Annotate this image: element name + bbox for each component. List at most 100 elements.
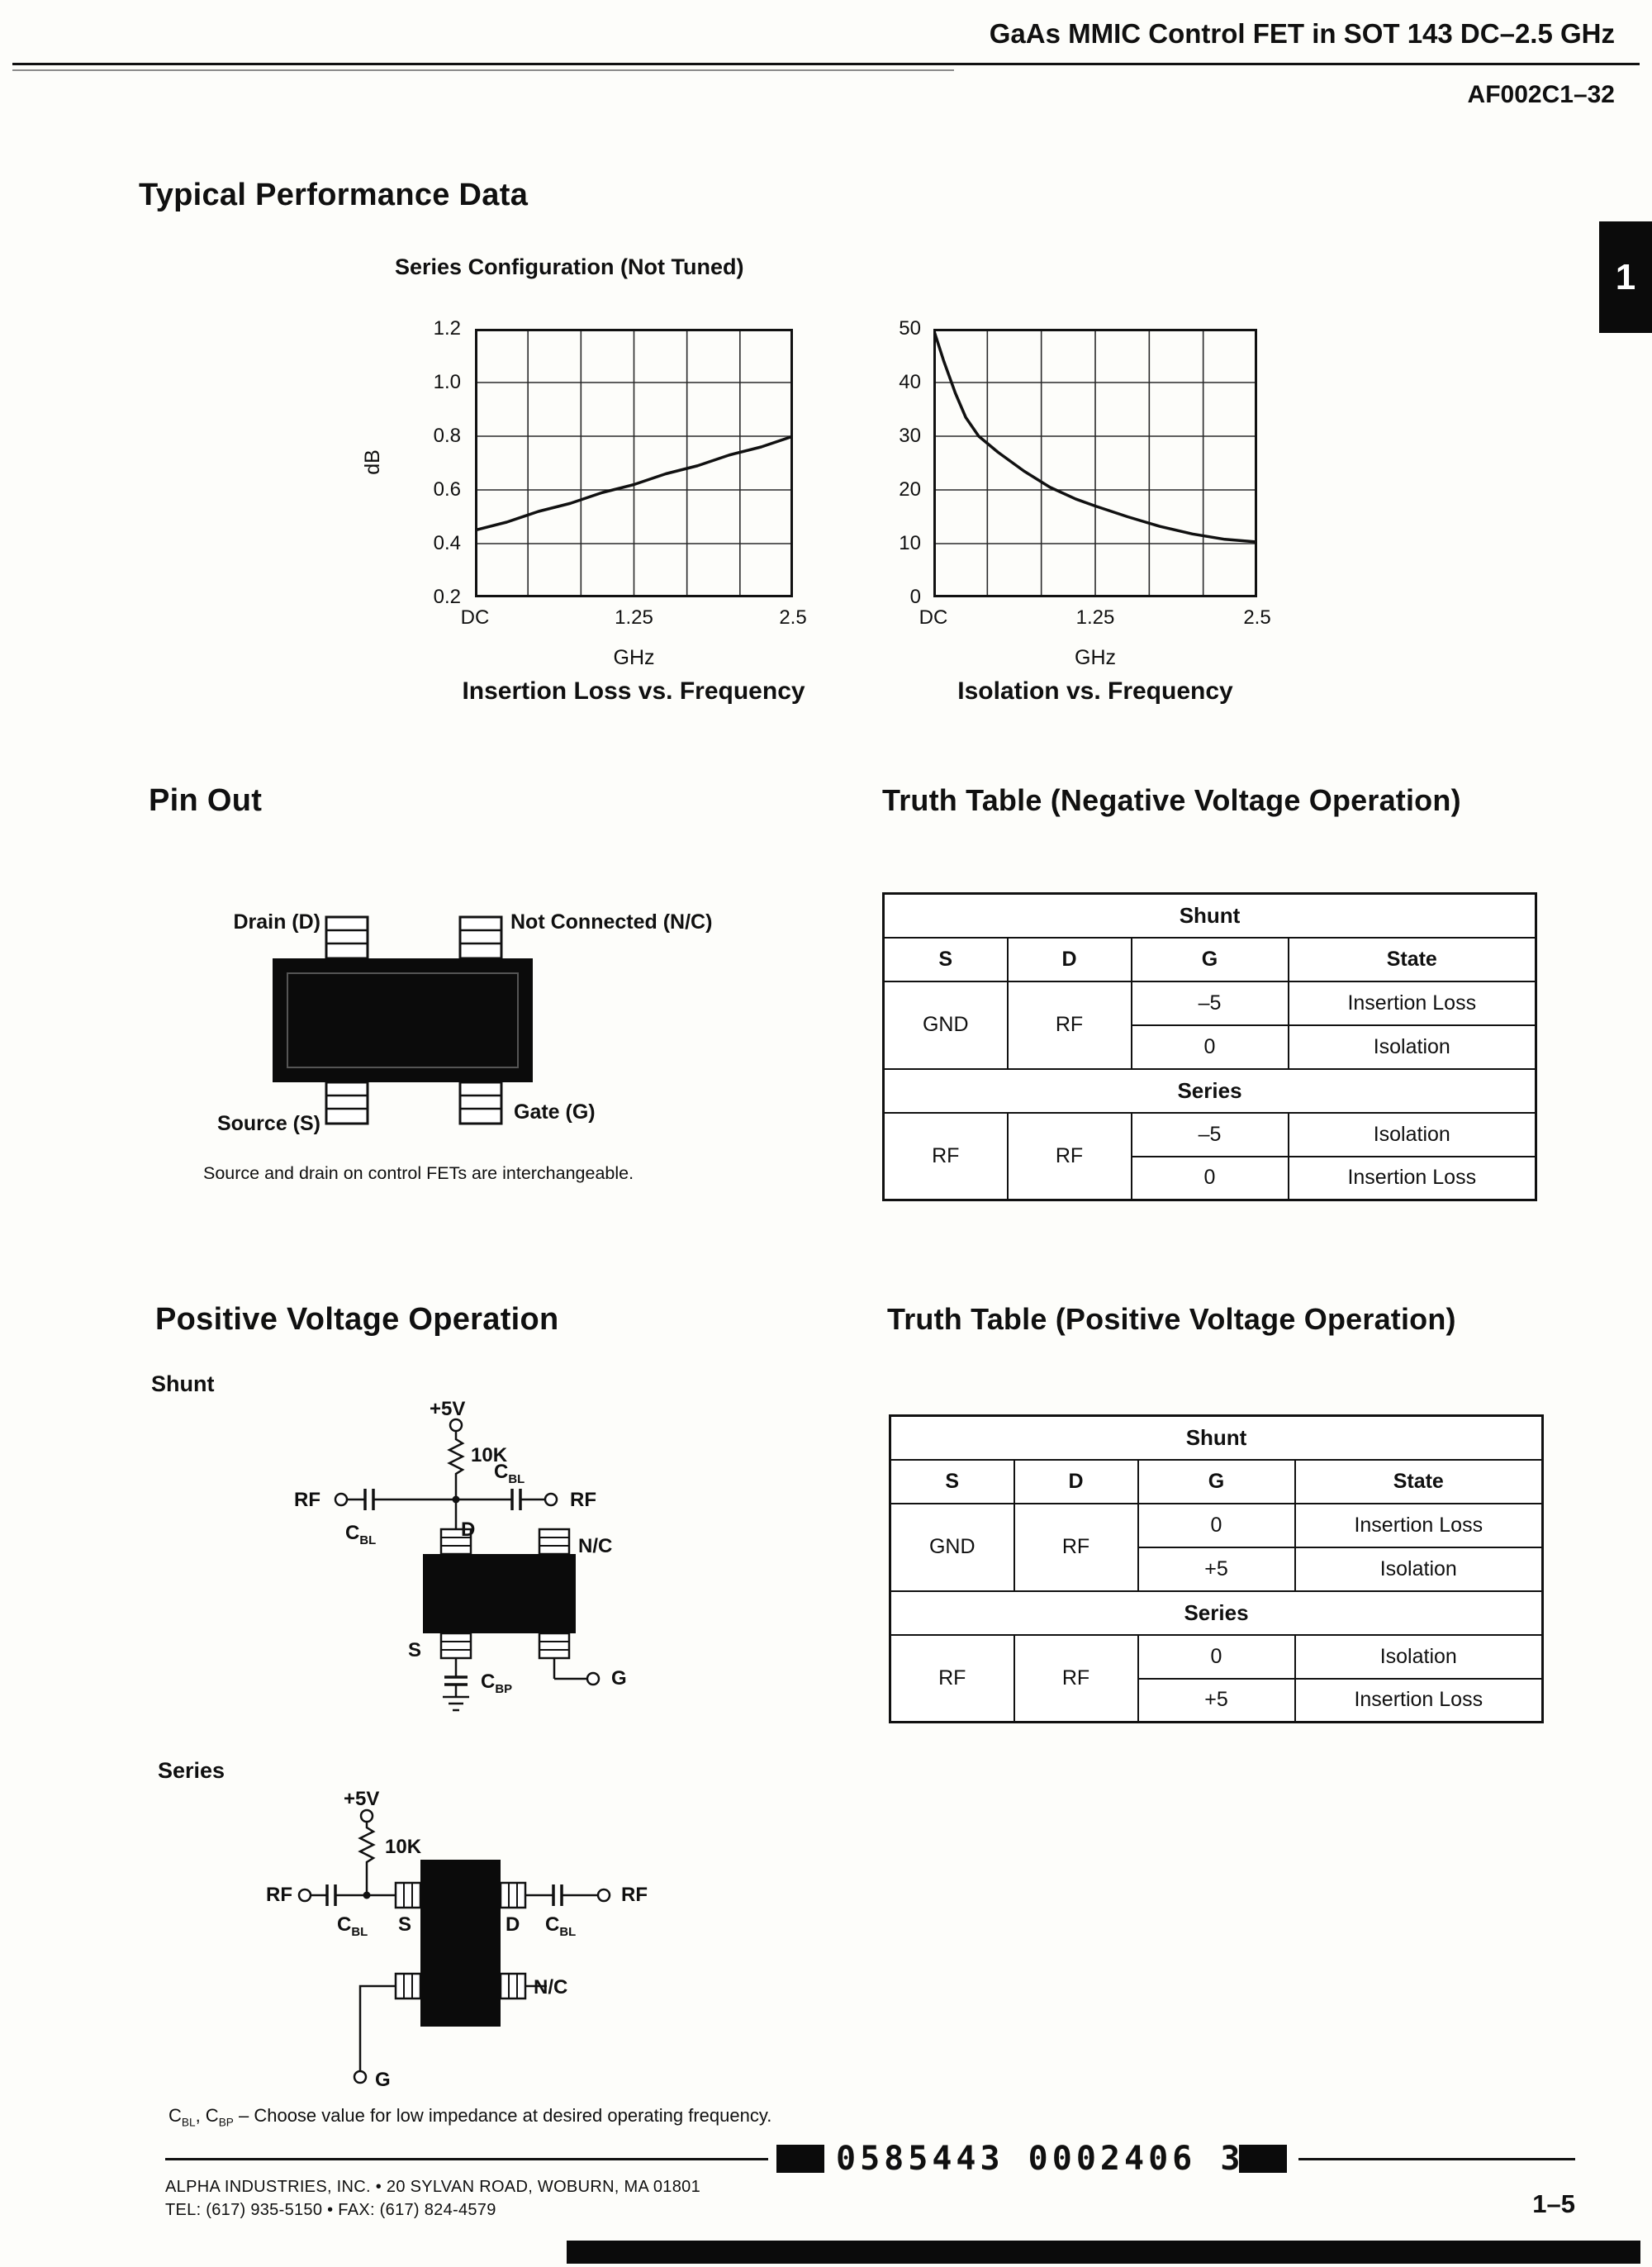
footer-company: ALPHA INDUSTRIES, INC. • 20 SYLVAN ROAD,…	[165, 2178, 700, 2196]
insertion-loss-plot	[475, 329, 793, 597]
table-section-label: Series	[889, 1590, 1544, 1636]
y-axis-ticks: 1.2 1.0 0.8 0.6 0.4 0.2	[433, 317, 461, 608]
table-cell: Insertion Loss	[1287, 1155, 1537, 1201]
vcc-terminal	[359, 1808, 374, 1823]
table-cell: Insertion Loss	[1294, 1677, 1544, 1723]
truth-table-negative: Shunt S D G State GND RF –5 Insertion Lo…	[882, 892, 1538, 1201]
bottom-scan-bar	[567, 2241, 1640, 2264]
table-cell: RF	[1013, 1502, 1139, 1592]
node-dot	[452, 1495, 460, 1504]
lead-hatching	[326, 929, 501, 1110]
gate-terminal	[353, 2070, 368, 2084]
table-cell: RF	[882, 1111, 1009, 1201]
table-section-label: Shunt	[882, 892, 1537, 939]
table-cell: +5	[1137, 1546, 1296, 1592]
resistor-label: 10K	[471, 1444, 508, 1466]
cbl-label: CBL	[545, 1913, 577, 1939]
package-body	[273, 958, 533, 1082]
chart-caption-insertion-loss: Insertion Loss vs. Frequency	[462, 677, 805, 705]
rf-right-terminal	[596, 1888, 611, 1903]
y-axis-unit-label: dB	[360, 449, 384, 475]
rf-left-label: RF	[294, 1489, 320, 1511]
table-cell: GND	[889, 1502, 1015, 1592]
rf-right-label: RF	[621, 1884, 648, 1906]
table-cell: 0	[1130, 1024, 1289, 1070]
ground-symbol	[443, 1695, 469, 1712]
barcode-block-right	[1239, 2145, 1287, 2173]
table-cell: 0	[1137, 1633, 1296, 1680]
table-cell: RF	[1006, 980, 1132, 1070]
x-axis-ticks: DC 1.25 2.5	[919, 606, 1271, 629]
footer-rule-right	[1298, 2158, 1575, 2160]
table-cell: 0	[1130, 1155, 1289, 1201]
drain-label: D	[506, 1913, 520, 1936]
table-cell: –5	[1130, 1111, 1289, 1157]
nc-label: N/C	[534, 1976, 568, 1998]
table-cell: GND	[882, 980, 1009, 1070]
truth-table-positive-heading: Truth Table (Positive Voltage Operation)	[887, 1302, 1456, 1336]
page-number: 1–5	[1532, 2189, 1575, 2218]
table-cell: RF	[1006, 1111, 1132, 1201]
table-cell: Insertion Loss	[1294, 1502, 1544, 1548]
vcc-label: +5V	[344, 1788, 380, 1810]
drain-label: D	[461, 1518, 476, 1541]
gate-pin-label: Gate (G)	[514, 1100, 596, 1124]
source-pin-label: Source (S)	[216, 1112, 320, 1135]
series-subheading: Series	[158, 1758, 225, 1783]
header-rule	[12, 63, 1640, 65]
column-header: G	[1130, 936, 1289, 982]
series-circuit-diagram	[297, 1808, 611, 2084]
x-axis-unit-label: GHz	[1075, 646, 1116, 669]
source-label: S	[398, 1913, 412, 1936]
positive-op-heading: Positive Voltage Operation	[155, 1302, 559, 1337]
y-axis-ticks: 50 40 30 20 10 0	[899, 317, 921, 608]
node-dot	[363, 1891, 371, 1899]
performance-heading: Typical Performance Data	[139, 178, 529, 212]
section-tab: 1	[1599, 221, 1652, 333]
table-cell: +5	[1137, 1677, 1296, 1723]
x-axis-unit-label: GHz	[613, 646, 655, 669]
isolation-plot	[933, 329, 1257, 597]
cbl-label: CBL	[494, 1461, 525, 1486]
cbl-label: CBL	[337, 1913, 368, 1939]
nc-pin-label: Not Connected (N/C)	[510, 910, 713, 934]
cbp-label: CBP	[481, 1671, 513, 1696]
table-cell: Isolation	[1287, 1111, 1537, 1157]
shunt-circuit-diagram	[334, 1418, 601, 1712]
truth-table-negative-heading: Truth Table (Negative Voltage Operation)	[882, 783, 1461, 817]
table-cell: Isolation	[1287, 1024, 1537, 1070]
nc-label: N/C	[578, 1535, 613, 1557]
column-header: State	[1287, 936, 1537, 982]
table-cell: Insertion Loss	[1287, 980, 1537, 1026]
source-label: S	[408, 1639, 422, 1661]
table-cell: Isolation	[1294, 1633, 1544, 1680]
shunt-subheading: Shunt	[151, 1371, 215, 1396]
resistor	[447, 1431, 465, 1499]
cbl-label: CBL	[345, 1522, 377, 1547]
fet-package	[394, 1860, 527, 2027]
rf-left-terminal	[297, 1888, 312, 1903]
package-bevel	[287, 972, 519, 1068]
column-header: State	[1294, 1458, 1544, 1504]
vcc-terminal	[449, 1418, 463, 1433]
package-leads	[325, 915, 503, 1125]
barcode-block-left	[776, 2145, 824, 2173]
footer-contact: TEL: (617) 935-5150 • FAX: (617) 824-457…	[165, 2201, 496, 2219]
column-header: G	[1137, 1458, 1296, 1504]
fet-package	[423, 1528, 576, 1660]
barcode-number: 0585443 0002406 311	[836, 2140, 1293, 2178]
header-rule-artifact	[12, 69, 954, 71]
performance-subheading: Series Configuration (Not Tuned)	[395, 254, 744, 279]
table-cell: RF	[1013, 1633, 1139, 1723]
x-axis-ticks: DC 1.25 2.5	[460, 606, 807, 629]
column-header: S	[882, 936, 1009, 982]
table-cell: 0	[1137, 1502, 1296, 1548]
resistor	[358, 1822, 376, 1895]
doc-title: GaAs MMIC Control FET in SOT 143 DC–2.5 …	[989, 18, 1615, 49]
rf-left-label: RF	[266, 1884, 292, 1906]
resistor-label: 10K	[385, 1836, 422, 1858]
truth-table-positive: Shunt S D G State GND RF 0 Insertion Los…	[889, 1414, 1545, 1723]
rf-right-label: RF	[570, 1489, 596, 1511]
table-section-label: Series	[882, 1067, 1537, 1114]
rf-left-terminal	[334, 1492, 349, 1507]
